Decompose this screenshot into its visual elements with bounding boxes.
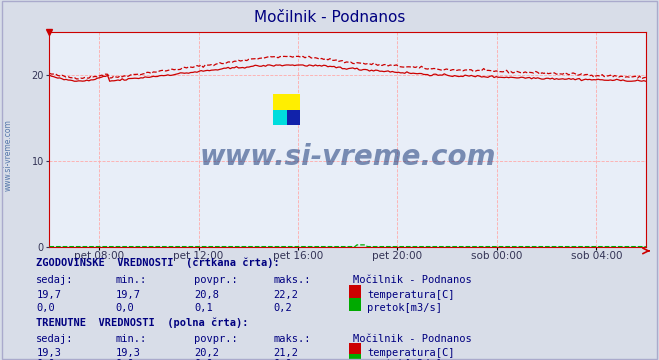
Text: sedaj:: sedaj: bbox=[36, 275, 74, 285]
Text: temperatura[C]: temperatura[C] bbox=[367, 290, 455, 300]
Text: 21,2: 21,2 bbox=[273, 348, 299, 359]
Text: temperatura[C]: temperatura[C] bbox=[367, 348, 455, 359]
Text: 19,7: 19,7 bbox=[36, 290, 61, 300]
Text: TRENUTNE  VREDNOSTI  (polna črta):: TRENUTNE VREDNOSTI (polna črta): bbox=[36, 318, 248, 328]
Text: 0,0: 0,0 bbox=[36, 359, 55, 360]
Text: min.:: min.: bbox=[115, 334, 146, 344]
Text: min.:: min.: bbox=[115, 275, 146, 285]
Text: 0,2: 0,2 bbox=[273, 303, 292, 313]
Text: 20,2: 20,2 bbox=[194, 348, 219, 359]
Text: Močilnik - Podnanos: Močilnik - Podnanos bbox=[353, 275, 471, 285]
Text: pretok[m3/s]: pretok[m3/s] bbox=[367, 303, 442, 313]
Text: 19,7: 19,7 bbox=[115, 290, 140, 300]
Text: 20,8: 20,8 bbox=[194, 290, 219, 300]
Text: 0,0: 0,0 bbox=[194, 359, 213, 360]
Text: 0,1: 0,1 bbox=[194, 303, 213, 313]
Text: povpr.:: povpr.: bbox=[194, 334, 238, 344]
Text: www.si-vreme.com: www.si-vreme.com bbox=[200, 143, 496, 171]
Text: ZGODOVINSKE  VREDNOSTI  (črtkana črta):: ZGODOVINSKE VREDNOSTI (črtkana črta): bbox=[36, 257, 280, 268]
Text: 22,2: 22,2 bbox=[273, 290, 299, 300]
Text: povpr.:: povpr.: bbox=[194, 275, 238, 285]
Text: sedaj:: sedaj: bbox=[36, 334, 74, 344]
Text: 0,0: 0,0 bbox=[115, 303, 134, 313]
Text: 19,3: 19,3 bbox=[36, 348, 61, 359]
Text: www.si-vreme.com: www.si-vreme.com bbox=[3, 119, 13, 191]
Text: Močilnik - Podnanos: Močilnik - Podnanos bbox=[353, 334, 471, 344]
Text: pretok[m3/s]: pretok[m3/s] bbox=[367, 359, 442, 360]
Text: maks.:: maks.: bbox=[273, 275, 311, 285]
Text: 0,0: 0,0 bbox=[36, 303, 55, 313]
Text: Močilnik - Podnanos: Močilnik - Podnanos bbox=[254, 10, 405, 25]
Text: 0,0: 0,0 bbox=[273, 359, 292, 360]
Text: 19,3: 19,3 bbox=[115, 348, 140, 359]
Text: 0,0: 0,0 bbox=[115, 359, 134, 360]
Text: maks.:: maks.: bbox=[273, 334, 311, 344]
